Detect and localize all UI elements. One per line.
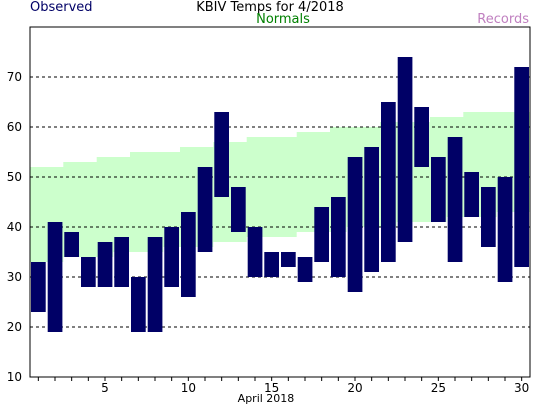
observed-bar-day-17 <box>297 257 313 282</box>
observed-bar-day-25 <box>431 157 446 222</box>
x-axis-label: April 2018 <box>238 392 295 405</box>
y-tick-label: 20 <box>7 320 22 334</box>
observed-bar-day-27 <box>464 172 479 217</box>
observed-bar-day-13 <box>231 187 246 232</box>
legend-normals: Normals <box>256 12 310 27</box>
observed-bar-day-14 <box>247 227 263 277</box>
observed-bar-day-20 <box>347 157 363 292</box>
y-tick-label: 70 <box>7 70 22 84</box>
x-tick-label: 25 <box>431 381 446 395</box>
observed-bar-day-10 <box>181 212 196 297</box>
x-tick-label: 10 <box>181 381 196 395</box>
observed-bar-day-19 <box>331 197 346 277</box>
legend-observed: Observed <box>30 0 93 15</box>
legend-records: Records <box>477 12 529 27</box>
chart-title: KBIV Temps for 4/2018 <box>196 0 344 15</box>
observed-bar-day-26 <box>447 137 463 262</box>
observed-bar-day-24 <box>414 107 429 167</box>
observed-bar-day-1 <box>31 262 46 312</box>
observed-bar-day-6 <box>114 237 129 287</box>
observed-bar-day-5 <box>97 242 113 287</box>
gridlines <box>30 76 530 328</box>
observed-bar-day-21 <box>364 147 379 272</box>
observed-bar-day-12 <box>214 112 229 197</box>
observed-bar-day-11 <box>197 167 213 252</box>
y-tick-label: 40 <box>7 220 22 234</box>
y-tick-label: 10 <box>7 370 22 384</box>
axis-ticks: 10 20 30 40 50 60 70 5 10 15 20 25 30 <box>7 70 530 395</box>
observed-bar-day-23 <box>397 57 413 242</box>
plot-frame <box>29 26 531 378</box>
observed-bar-day-22 <box>381 102 396 262</box>
observed-bar-day-8 <box>147 237 163 332</box>
y-tick-label: 30 <box>7 270 22 284</box>
observed-bar-day-28 <box>481 187 496 247</box>
y-tick-label: 50 <box>7 170 22 184</box>
x-tick-label: 20 <box>347 381 362 395</box>
observed-bar-day-4 <box>81 257 96 287</box>
observed-bar-day-3 <box>64 232 79 257</box>
observed-bar-day-18 <box>314 207 329 262</box>
x-tick-label: 5 <box>101 381 109 395</box>
observed-bar-day-15 <box>264 252 279 277</box>
observed-bar-day-9 <box>164 227 179 287</box>
observed-bar-day-16 <box>281 252 296 267</box>
observed-bars <box>31 57 529 332</box>
y-tick-label: 60 <box>7 120 22 134</box>
x-tick-label: 30 <box>514 381 529 395</box>
observed-bar-day-29 <box>497 177 513 282</box>
observed-bar-day-7 <box>131 277 146 332</box>
observed-bar-day-2 <box>47 222 63 332</box>
observed-bar-day-30 <box>514 67 529 267</box>
x-tick-label: 15 <box>264 381 279 395</box>
